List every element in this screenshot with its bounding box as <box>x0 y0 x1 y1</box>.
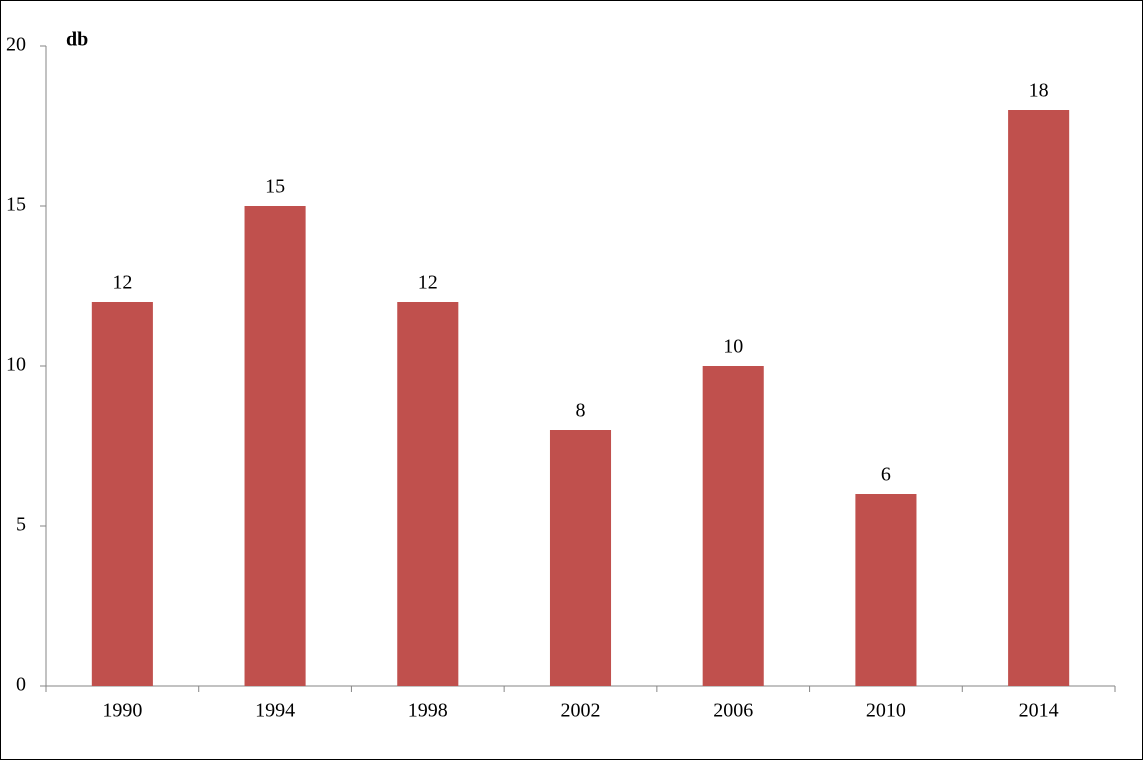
bar <box>244 206 306 686</box>
y-axis-label: db <box>66 29 88 51</box>
data-label: 12 <box>418 272 438 294</box>
x-tick-label: 1990 <box>102 700 142 722</box>
bar <box>702 366 764 686</box>
y-tick-label: 20 <box>6 34 26 56</box>
bar <box>1008 110 1070 686</box>
bar <box>549 430 612 686</box>
y-tick-label: 5 <box>16 514 26 536</box>
data-label: 15 <box>265 176 285 198</box>
bar <box>91 302 153 686</box>
x-tick-label: 2002 <box>561 700 601 722</box>
y-tick-label: 0 <box>16 674 26 696</box>
x-tick-label: 2006 <box>713 700 753 722</box>
data-label: 6 <box>881 464 891 486</box>
x-tick-label: 1998 <box>408 700 448 722</box>
x-tick-label: 2014 <box>1019 700 1059 722</box>
y-tick-label: 10 <box>6 354 26 376</box>
x-tick-label: 2010 <box>866 700 906 722</box>
bar <box>397 302 459 686</box>
data-label: 8 <box>576 400 586 422</box>
data-label: 10 <box>723 336 743 358</box>
y-tick-label: 15 <box>6 194 26 216</box>
x-tick-label: 1994 <box>255 700 295 722</box>
data-label: 18 <box>1029 80 1049 102</box>
data-label: 12 <box>112 272 132 294</box>
bar <box>855 494 917 686</box>
